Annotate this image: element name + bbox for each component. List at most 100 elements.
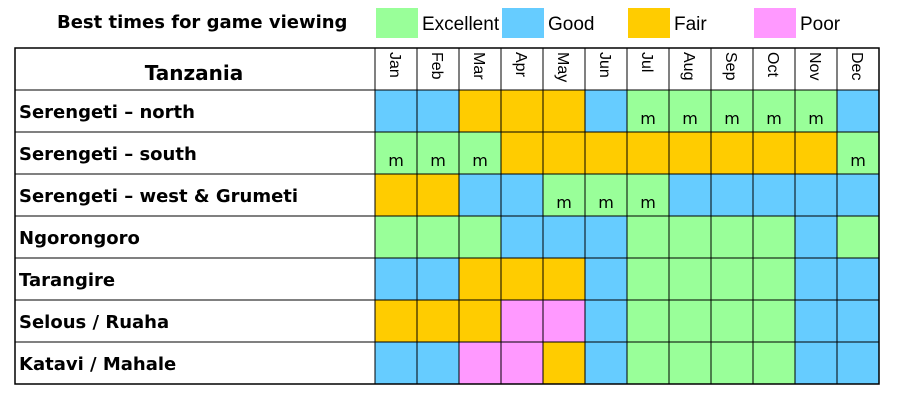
cell-ngorongoro-mar xyxy=(459,216,501,258)
cell-katavi-mahale-apr xyxy=(501,342,543,384)
cell-katavi-mahale-oct xyxy=(753,342,795,384)
cell-ngorongoro-apr xyxy=(501,216,543,258)
cell-selous-ruaha-jan xyxy=(375,300,417,342)
cell-tarangire-apr xyxy=(501,258,543,300)
cell-serengeti-south-apr xyxy=(501,132,543,174)
cell-serengeti-west-grumeti-dec xyxy=(837,174,879,216)
cell-serengeti-north-nov xyxy=(795,90,837,132)
mark-serengeti-west-grumeti-jul: m xyxy=(640,193,656,212)
cell-selous-ruaha-feb xyxy=(417,300,459,342)
legend-label-excellent: Excellent xyxy=(422,14,500,35)
cell-serengeti-north-may xyxy=(543,90,585,132)
region-title: Tanzania xyxy=(145,61,244,85)
cell-selous-ruaha-sep xyxy=(711,300,753,342)
month-label-feb: Feb xyxy=(428,52,445,80)
cell-selous-ruaha-jul xyxy=(627,300,669,342)
mark-serengeti-south-jan: m xyxy=(388,151,404,170)
month-label-mar: Mar xyxy=(470,52,487,80)
cell-serengeti-south-dec xyxy=(837,132,879,174)
month-label-jan: Jan xyxy=(386,52,403,78)
legend-swatch-good xyxy=(502,8,544,38)
mark-serengeti-north-aug: m xyxy=(682,109,698,128)
cell-serengeti-north-sep xyxy=(711,90,753,132)
viewing-table: Tanzania m m m m m Serengeti – north m m m m Seren… xyxy=(14,47,880,385)
cell-katavi-mahale-may xyxy=(543,342,585,384)
cell-tarangire-sep xyxy=(711,258,753,300)
cell-katavi-mahale-jul xyxy=(627,342,669,384)
cell-ngorongoro-aug xyxy=(669,216,711,258)
cell-serengeti-west-grumeti-apr xyxy=(501,174,543,216)
cell-ngorongoro-dec xyxy=(837,216,879,258)
cell-ngorongoro-sep xyxy=(711,216,753,258)
cell-serengeti-west-grumeti-mar xyxy=(459,174,501,216)
cell-selous-ruaha-nov xyxy=(795,300,837,342)
cell-selous-ruaha-apr xyxy=(501,300,543,342)
cell-selous-ruaha-mar xyxy=(459,300,501,342)
cell-selous-ruaha-oct xyxy=(753,300,795,342)
month-label-apr: Apr xyxy=(512,52,529,78)
mark-serengeti-south-mar: m xyxy=(472,151,488,170)
cell-serengeti-west-grumeti-jul xyxy=(627,174,669,216)
cell-serengeti-north-jan xyxy=(375,90,417,132)
cell-serengeti-south-may xyxy=(543,132,585,174)
cell-serengeti-west-grumeti-jun xyxy=(585,174,627,216)
cell-serengeti-north-oct xyxy=(753,90,795,132)
cell-serengeti-south-mar xyxy=(459,132,501,174)
cell-selous-ruaha-may xyxy=(543,300,585,342)
cell-tarangire-oct xyxy=(753,258,795,300)
cell-katavi-mahale-feb xyxy=(417,342,459,384)
cell-serengeti-north-aug xyxy=(669,90,711,132)
row-label-serengeti-west-grumeti: Serengeti – west & Grumeti xyxy=(19,186,298,207)
month-label-sep: Sep xyxy=(722,52,739,81)
month-label-jul: Jul xyxy=(638,52,655,72)
cell-katavi-mahale-jun xyxy=(585,342,627,384)
cell-tarangire-mar xyxy=(459,258,501,300)
cell-serengeti-west-grumeti-jan xyxy=(375,174,417,216)
cell-serengeti-west-grumeti-feb xyxy=(417,174,459,216)
cell-serengeti-south-aug xyxy=(669,132,711,174)
month-label-dec: Dec xyxy=(848,52,865,80)
cell-katavi-mahale-jan xyxy=(375,342,417,384)
cell-ngorongoro-oct xyxy=(753,216,795,258)
mark-serengeti-south-dec: m xyxy=(850,151,866,170)
cell-katavi-mahale-dec xyxy=(837,342,879,384)
cell-tarangire-jan xyxy=(375,258,417,300)
cell-serengeti-west-grumeti-nov xyxy=(795,174,837,216)
cell-serengeti-north-jun xyxy=(585,90,627,132)
cell-serengeti-north-apr xyxy=(501,90,543,132)
cell-serengeti-south-oct xyxy=(753,132,795,174)
mark-serengeti-north-jul: m xyxy=(640,109,656,128)
cell-serengeti-north-feb xyxy=(417,90,459,132)
cell-serengeti-north-mar xyxy=(459,90,501,132)
row-label-katavi-mahale: Katavi / Mahale xyxy=(19,354,176,375)
cell-tarangire-jul xyxy=(627,258,669,300)
cell-ngorongoro-jan xyxy=(375,216,417,258)
mark-serengeti-south-feb: m xyxy=(430,151,446,170)
cell-katavi-mahale-mar xyxy=(459,342,501,384)
cell-selous-ruaha-jun xyxy=(585,300,627,342)
cell-serengeti-south-jun xyxy=(585,132,627,174)
legend-label-good: Good xyxy=(548,14,594,35)
mark-serengeti-north-oct: m xyxy=(766,109,782,128)
cell-serengeti-west-grumeti-oct xyxy=(753,174,795,216)
row-label-serengeti-north: Serengeti – north xyxy=(19,102,195,123)
legend-label-poor: Poor xyxy=(800,14,841,35)
cell-ngorongoro-may xyxy=(543,216,585,258)
mark-serengeti-north-sep: m xyxy=(724,109,740,128)
cell-ngorongoro-feb xyxy=(417,216,459,258)
cell-serengeti-south-feb xyxy=(417,132,459,174)
legend: Excellent Good Fair Poor xyxy=(376,8,841,38)
cell-katavi-mahale-nov xyxy=(795,342,837,384)
month-label-aug: Aug xyxy=(680,52,697,80)
chart-title: Best times for game viewing xyxy=(57,12,347,33)
cell-selous-ruaha-aug xyxy=(669,300,711,342)
month-label-oct: Oct xyxy=(764,52,781,77)
cell-tarangire-may xyxy=(543,258,585,300)
cell-serengeti-north-jul xyxy=(627,90,669,132)
cell-serengeti-south-nov xyxy=(795,132,837,174)
cell-katavi-mahale-sep xyxy=(711,342,753,384)
mark-serengeti-west-grumeti-jun: m xyxy=(598,193,614,212)
legend-swatch-fair xyxy=(628,8,670,38)
month-label-nov: Nov xyxy=(806,52,823,80)
cell-tarangire-dec xyxy=(837,258,879,300)
